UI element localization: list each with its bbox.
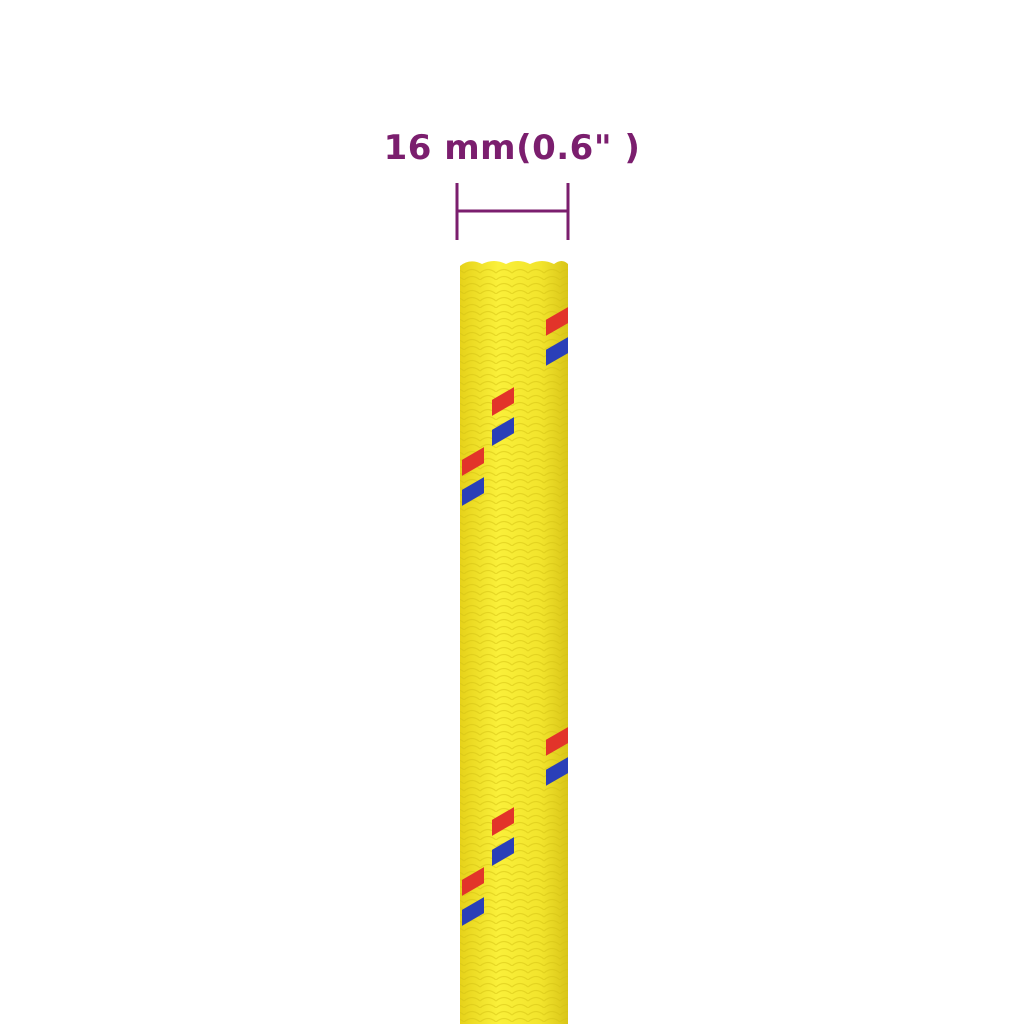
red-fleck	[462, 447, 484, 476]
diameter-label: 16 mm(0.6" )	[383, 128, 641, 168]
dimension-bracket	[455, 183, 570, 240]
rope-flecks	[462, 307, 568, 926]
red-fleck	[492, 387, 514, 416]
blue-fleck	[546, 757, 568, 786]
blue-fleck	[492, 837, 514, 866]
blue-fleck	[462, 477, 484, 506]
red-fleck	[492, 807, 514, 836]
red-fleck	[462, 867, 484, 896]
blue-fleck	[546, 337, 568, 366]
red-fleck	[546, 307, 568, 336]
blue-fleck	[462, 897, 484, 926]
red-fleck	[546, 727, 568, 756]
blue-fleck	[492, 417, 514, 446]
